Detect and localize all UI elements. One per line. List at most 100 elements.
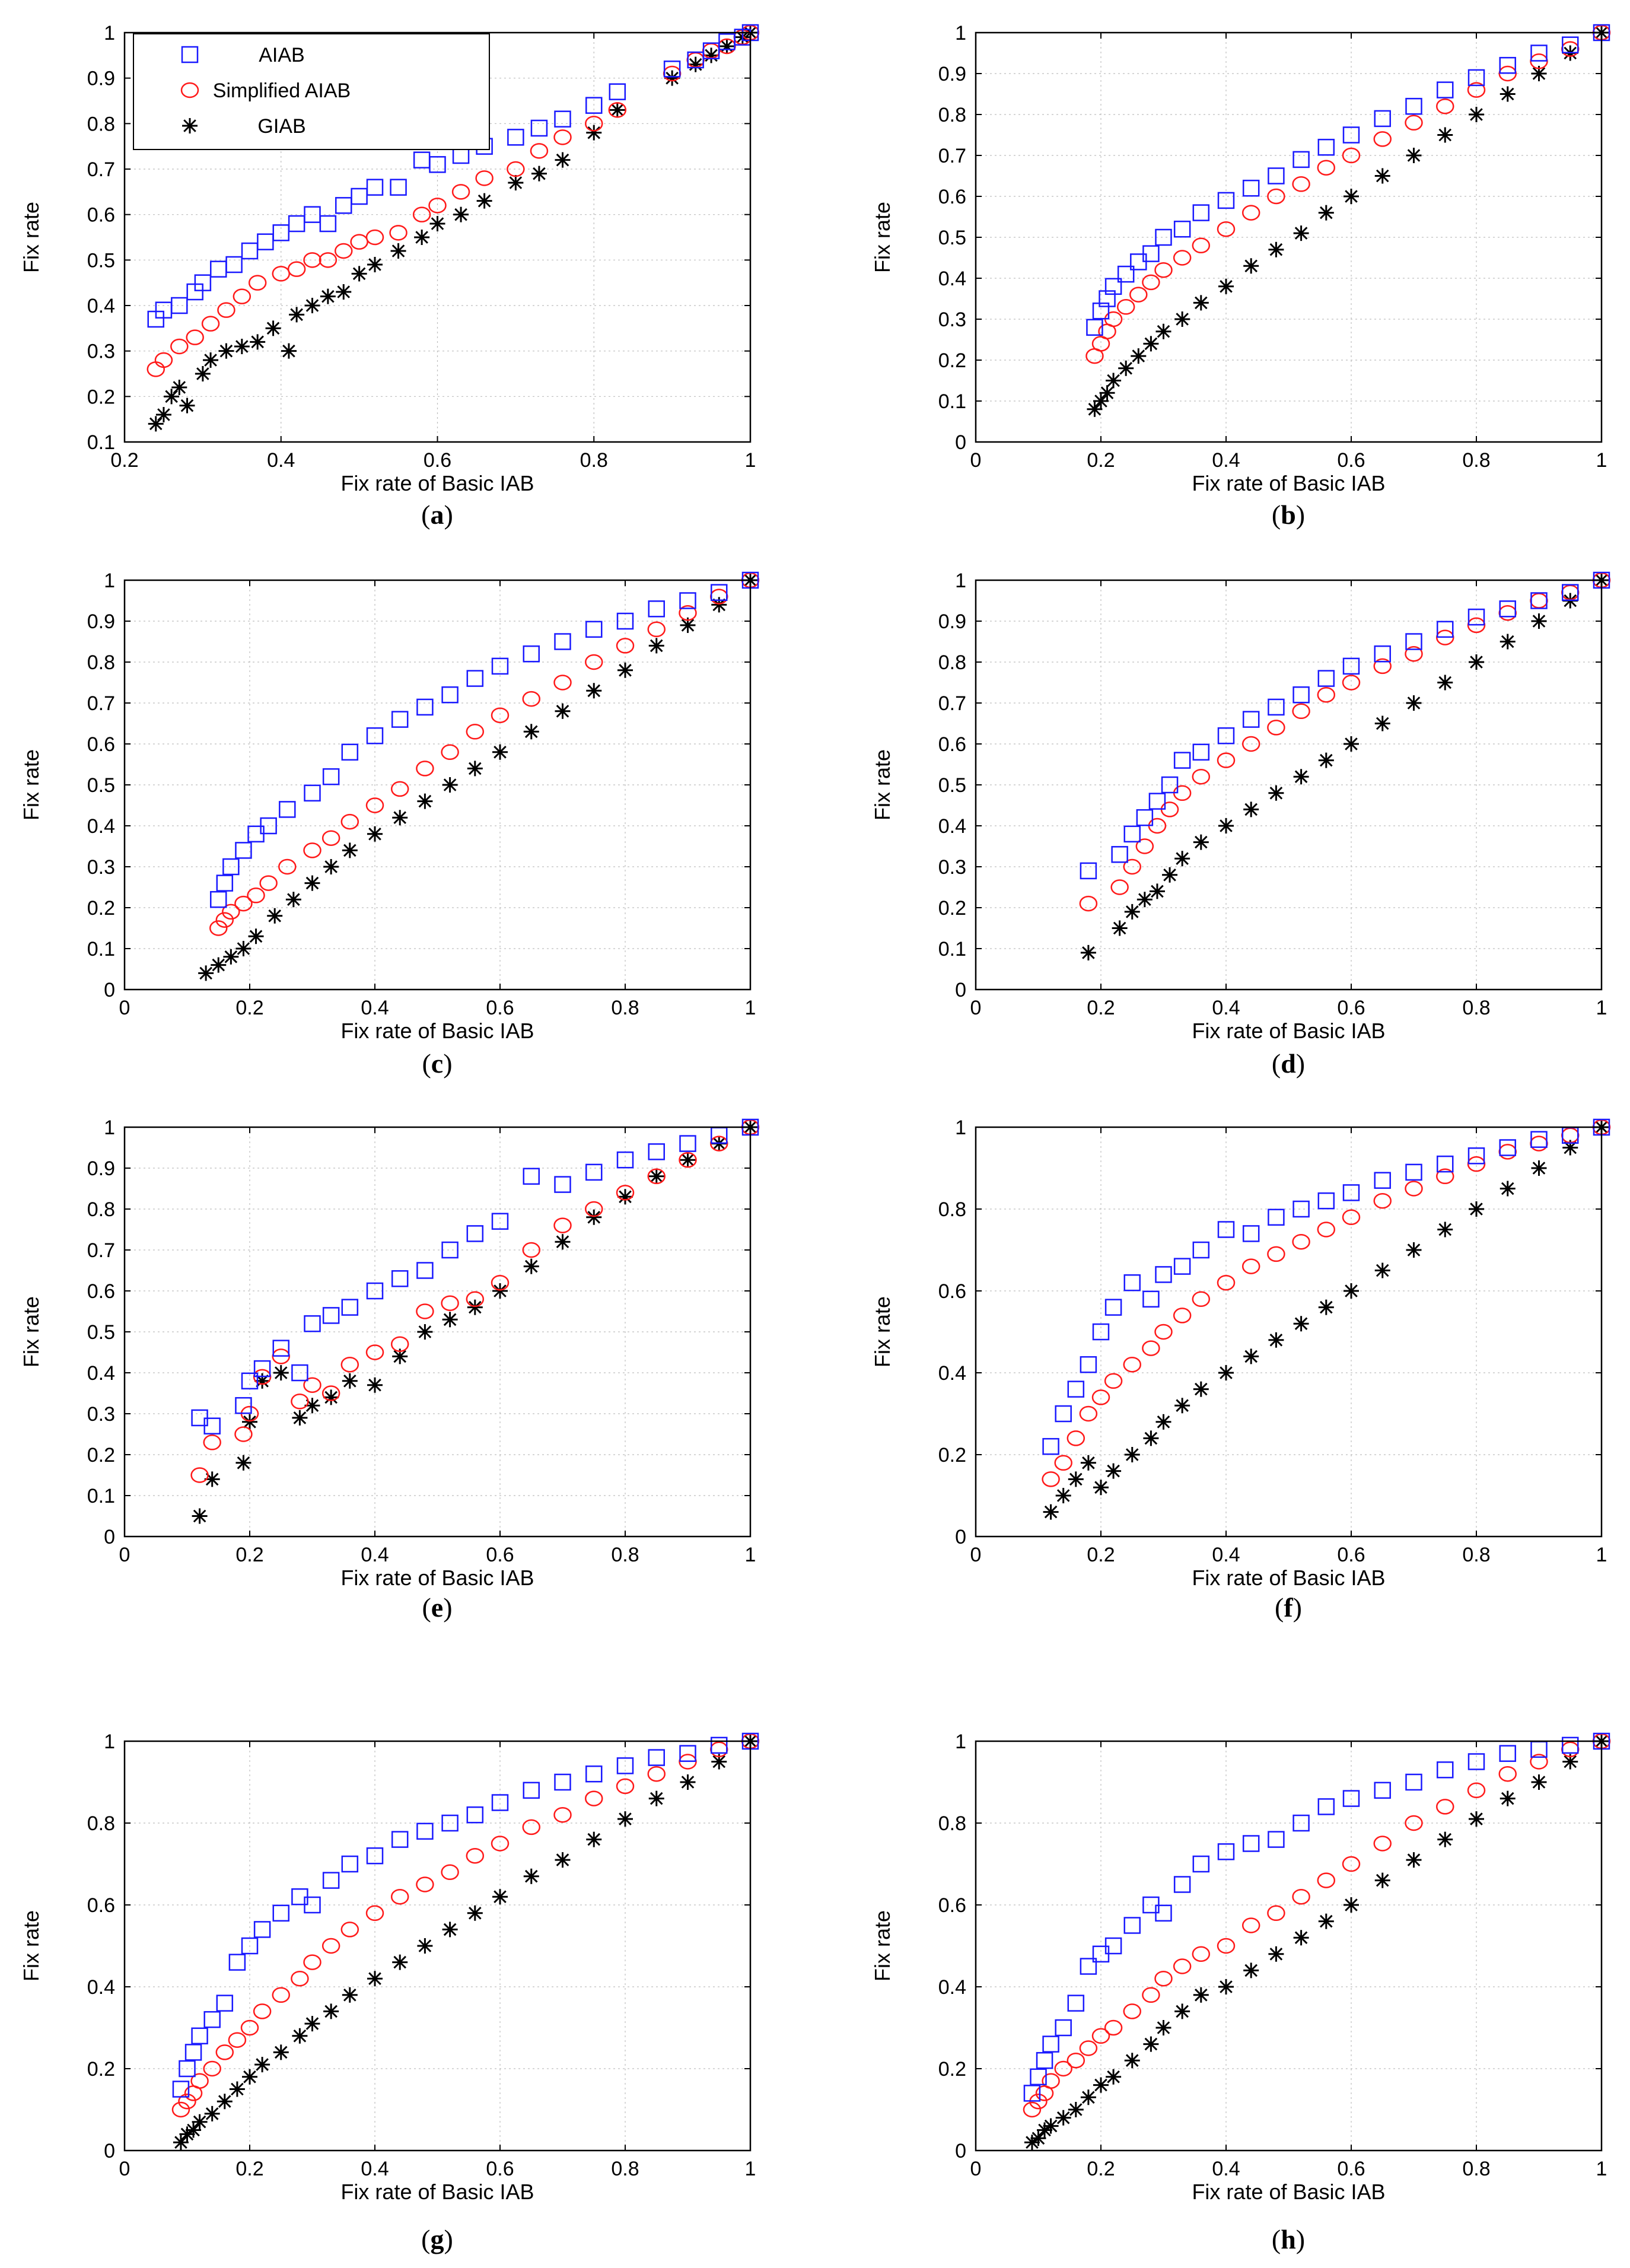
point-simplified-aiab [340, 1922, 359, 1938]
y-tick-label: 0.6 [87, 1894, 115, 1917]
x-tick-label: 0 [970, 997, 982, 1019]
point-giab [304, 1398, 320, 1414]
point-simplified-aiab [240, 2019, 259, 2036]
point-giab [1093, 1480, 1109, 1496]
panel-g: 0 0.2 0.4 0.6 0.8 1 0 0.2 0.4 0.6 0.8 1 Fix rate of … [19, 1731, 760, 2254]
x-tick-label: 0 [119, 2158, 130, 2180]
series-giab [1024, 1733, 1609, 2151]
y-tick-label: 0 [104, 1526, 115, 1548]
point-giab [1374, 1262, 1390, 1278]
point-giab [417, 793, 433, 809]
point-aiab [1405, 1163, 1422, 1181]
x-axis-label: Fix rate of Basic IAB [340, 471, 534, 495]
x-tick-label: 0.4 [267, 449, 295, 472]
y-tick-label: 0 [955, 979, 966, 1001]
point-aiab [648, 1143, 665, 1160]
x-tick-label: 0.2 [235, 2158, 263, 2180]
point-giab [1531, 66, 1547, 81]
point-simplified-aiab [1267, 720, 1285, 736]
point-simplified-aiab [1173, 1958, 1192, 1974]
x-tick-label: 0 [119, 1544, 130, 1566]
point-giab [1562, 1140, 1578, 1156]
point-giab [1055, 1488, 1071, 1503]
point-simplified-aiab [154, 352, 173, 368]
x-tick-label: 0.4 [1212, 997, 1240, 1019]
point-aiab [1467, 608, 1485, 626]
point-aiab [1242, 1225, 1260, 1242]
y-axis-label: Fix rate [19, 1296, 43, 1367]
point-simplified-aiab [1436, 98, 1454, 114]
point-simplified-aiab [585, 654, 603, 670]
point-giab [555, 1234, 571, 1250]
y-tick-label: 0.1 [938, 390, 966, 413]
point-aiab [1155, 228, 1172, 246]
point-aiab [530, 119, 548, 137]
x-tick-label: 0.8 [1462, 997, 1490, 1019]
point-aiab [1499, 56, 1516, 74]
point-aiab [203, 1417, 221, 1434]
axes-frame [975, 1126, 1603, 1538]
point-simplified-aiab [1405, 1181, 1423, 1197]
x-tick-label: 0.8 [1462, 449, 1490, 472]
point-giab [523, 1258, 539, 1274]
point-aiab [171, 297, 188, 314]
point-simplified-aiab [522, 1819, 540, 1836]
point-aiab [523, 1168, 540, 1185]
point-aiab [1317, 138, 1335, 156]
x-tick-label: 0.2 [110, 449, 138, 472]
point-giab [1124, 1447, 1140, 1462]
x-tick-label: 0.6 [486, 1544, 514, 1566]
point-simplified-aiab [1042, 2073, 1060, 2089]
y-tick-label: 0 [955, 1526, 966, 1548]
x-axis-label: Fix rate of Basic IAB [340, 2180, 534, 2204]
point-simplified-aiab [1292, 703, 1310, 720]
point-aiab [687, 51, 704, 69]
axes-frame [975, 579, 1603, 991]
point-giab [1344, 736, 1359, 752]
series-giab [148, 25, 758, 432]
point-giab [1500, 86, 1516, 102]
point-aiab [1080, 1356, 1097, 1373]
point-aiab [585, 1163, 603, 1181]
point-simplified-aiab [321, 1938, 340, 1954]
point-aiab [1192, 743, 1210, 761]
y-tick-label: 0.6 [938, 1894, 966, 1917]
point-aiab [1217, 1221, 1235, 1238]
point-simplified-aiab [1317, 686, 1336, 703]
point-simplified-aiab [1405, 1815, 1423, 1831]
point-aiab [1342, 1184, 1360, 1201]
point-aiab [554, 1773, 571, 1791]
point-aiab [322, 1872, 340, 1889]
point-aiab [179, 2060, 196, 2078]
point-aiab [1268, 1831, 1285, 1848]
panel-caption: (e) [422, 1592, 452, 1623]
panel-caption-letter: f [1284, 1592, 1293, 1623]
point-simplified-aiab [530, 143, 549, 159]
panel-caption: (g) [421, 2224, 453, 2254]
point-aiab [241, 1372, 259, 1390]
x-tick-label: 0.4 [1212, 2158, 1240, 2180]
y-tick-label: 1 [104, 570, 115, 592]
series-simplified-aiab [1023, 1733, 1611, 2118]
point-giab [1193, 834, 1209, 850]
point-simplified-aiab [1467, 82, 1486, 98]
point-simplified-aiab [1373, 131, 1392, 147]
point-giab [342, 1373, 358, 1389]
point-giab [1318, 752, 1334, 768]
point-giab [586, 125, 602, 141]
point-giab [703, 47, 720, 63]
axes-frame [123, 1126, 752, 1538]
y-tick-label: 0.9 [87, 1157, 115, 1180]
point-simplified-aiab [340, 813, 359, 830]
point-simplified-aiab [1066, 1430, 1085, 1446]
series-simplified-aiab [209, 572, 760, 936]
series-aiab [172, 1732, 759, 2098]
point-giab [304, 298, 320, 313]
y-tick-label: 0.9 [87, 610, 115, 633]
point-giab [1293, 1930, 1309, 1946]
point-aiab [1437, 1155, 1454, 1173]
point-aiab [1499, 600, 1516, 618]
point-aiab [679, 592, 696, 609]
y-tick-label: 0.4 [87, 1362, 115, 1385]
point-giab [1093, 393, 1109, 409]
